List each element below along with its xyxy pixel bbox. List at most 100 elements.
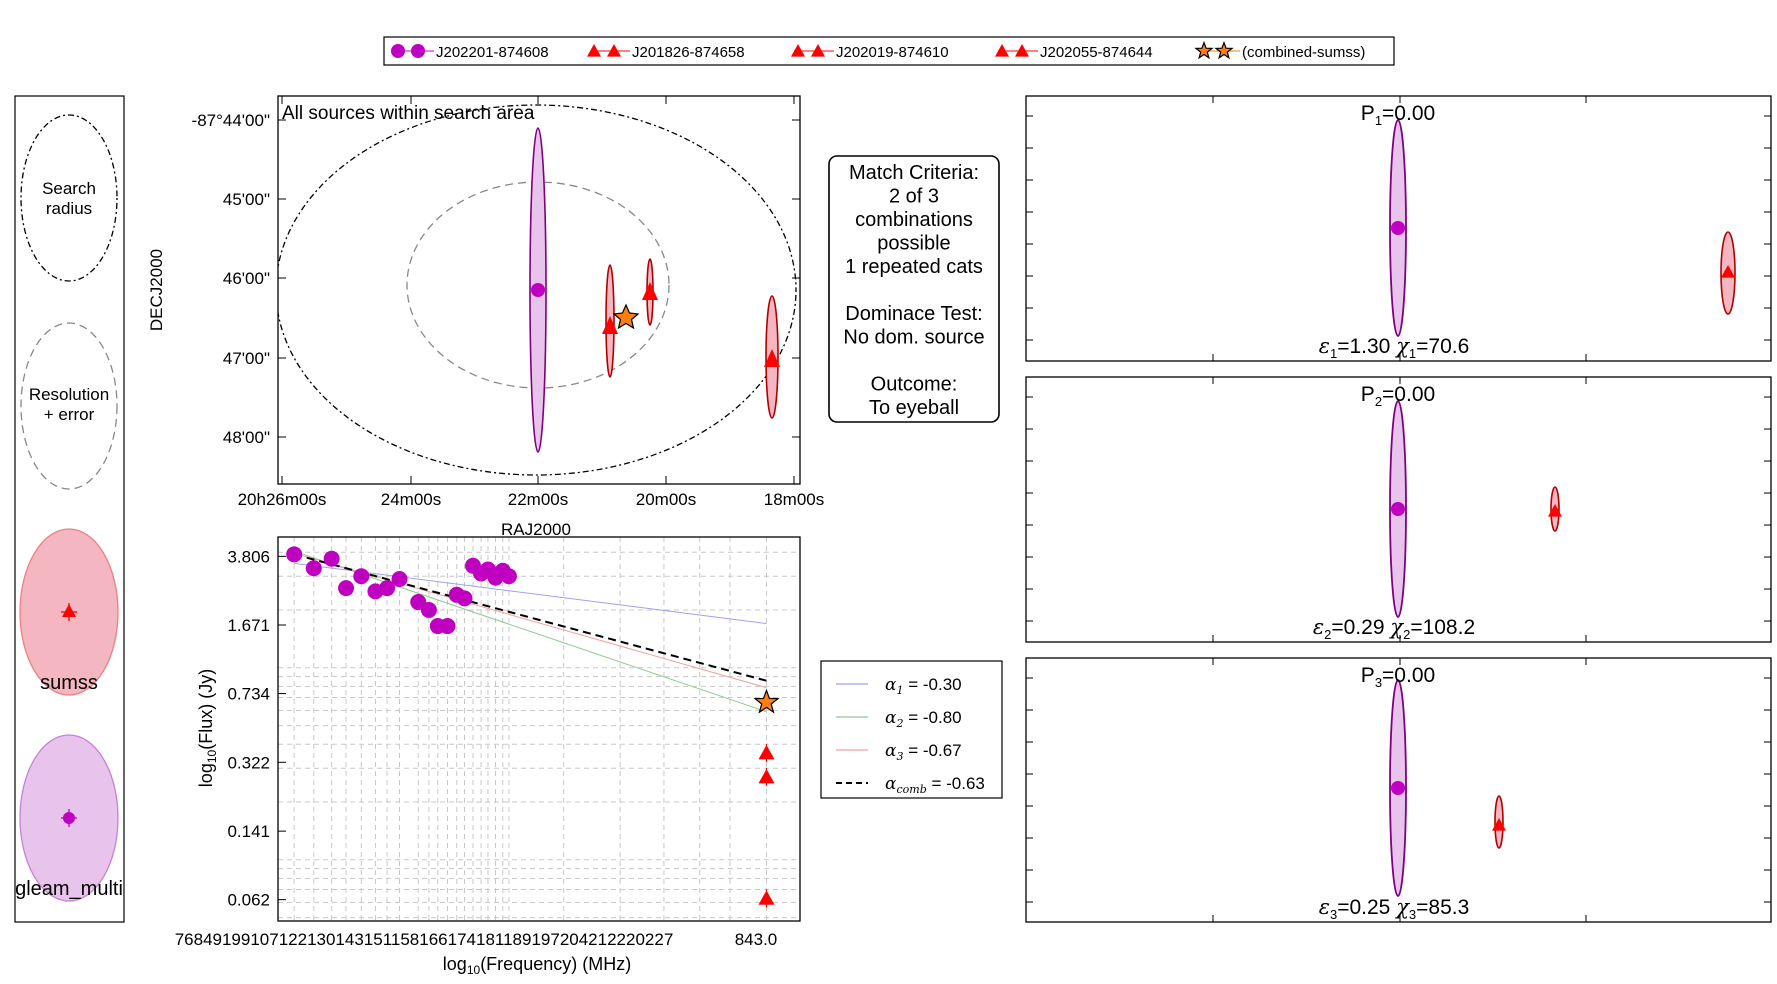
sky-combined-star (612, 303, 640, 330)
sed-ylabel: log10(Flux) (Jy) (196, 669, 219, 787)
sed-legend-label: αcomb = -0.63 (885, 774, 985, 796)
criteria-line: Outcome: (871, 374, 958, 396)
sed-point-circle (456, 590, 473, 607)
sed-ytick-label: 0.062 (227, 891, 270, 910)
combo-sumss-marker (1721, 265, 1735, 278)
sed-legend-label: α1 = -0.30 (885, 675, 962, 697)
sed-ytick-label: 0.734 (227, 685, 270, 704)
sed-plot-frame (277, 536, 801, 922)
combo-eps-chi-label: ε1=1.30 χ1=70.6 (1319, 334, 1470, 361)
combo-gleam-marker (1391, 502, 1405, 516)
top-legend-marker (1194, 40, 1214, 60)
sed-point-triangle (758, 744, 775, 760)
sed-point-circle (420, 602, 437, 619)
sky-xtick-label: 24m00s (381, 490, 441, 509)
sed-fit-line (293, 553, 767, 682)
search-radius-circle (278, 104, 797, 476)
criteria-line: combinations (855, 209, 973, 231)
combo-gleam-marker (1391, 781, 1405, 795)
resolution-label-1: Resolution (29, 385, 109, 404)
top-legend-label: J201826-874658 (632, 44, 745, 61)
sky-sumss-marker-3 (764, 349, 780, 367)
top-legend-label: J202055-874644 (1040, 44, 1153, 61)
criteria-line: 1 repeated cats (845, 256, 983, 278)
top-legend-label: (combined-sumss) (1242, 44, 1365, 61)
sed-point-circle (305, 560, 322, 577)
combo-gleam-marker (1391, 221, 1405, 235)
top-legend-label: J202019-874610 (836, 44, 949, 61)
sed-fit-line (293, 550, 767, 713)
resolution-ellipse (20, 322, 118, 490)
sed-point-circle (338, 580, 355, 597)
combo-p-label: P2=0.00 (1361, 383, 1435, 409)
sky-xtick-label: 20h26m00s (238, 490, 327, 509)
criteria-line: 2 of 3 (889, 186, 939, 208)
top-legend: J202201-874608 J201826-874658 J202019-8746… (383, 36, 1395, 66)
combo-panel-2: P2=0.00 ε2=0.29 χ2=108.2 (1025, 376, 1772, 643)
combo-sumss-marker (1492, 818, 1506, 831)
criteria-line: No dom. source (843, 327, 984, 349)
sed-ytick-label: 0.141 (227, 822, 270, 841)
sky-ytick-label: 48'00" (223, 428, 270, 447)
sed-plot: 3.806 1.671 0.734 0.322 0.141 0.062 768491991… (175, 536, 801, 977)
combination-panels: P1=0.00 ε1=1.30 χ1=70.6 P2=0.00 ε2=0.29 χ2=… (1025, 95, 1772, 923)
top-legend-marker (587, 44, 601, 57)
resolution-label-2: + error (44, 405, 95, 424)
sed-legend: α1 = -0.30 α2 = -0.80 α3 = -0.67 αcomb = -0… (820, 660, 1003, 799)
sky-plot-title: All sources within search area (282, 103, 535, 124)
criteria-line: To eyeball (869, 397, 959, 419)
combo-eps-chi-label: ε2=0.29 χ2=108.2 (1313, 615, 1475, 642)
sed-point-circle (500, 568, 517, 585)
criteria-box: Match Criteria:2 of 3combinationspossibl… (828, 155, 1000, 423)
sed-point-star (753, 688, 780, 714)
sed-point-circle (286, 546, 303, 563)
sed-point-circle (353, 568, 370, 585)
sed-point-circle (439, 618, 456, 635)
sed-ytick-label: 1.671 (227, 616, 270, 635)
top-legend-marker (811, 44, 825, 57)
criteria-frame (828, 155, 1000, 423)
combo-panel-3: P3=0.00 ε3=0.25 χ3=85.3 (1025, 657, 1772, 923)
top-legend-marker (1214, 40, 1234, 60)
sky-xtick-label: 20m00s (636, 490, 696, 509)
sed-xlabel: log10(Frequency) (MHz) (443, 954, 631, 977)
sed-ytick-label: 3.806 (227, 547, 270, 566)
sky-xlabel: RAJ2000 (501, 520, 571, 539)
sky-ylabel: DECJ2000 (147, 249, 166, 331)
sky-plot: All sources within search area 20h26m00s… (147, 95, 824, 539)
sed-point-triangle (758, 890, 775, 905)
sky-xtick-label: 22m00s (508, 490, 568, 509)
sky-plot-frame (277, 95, 801, 485)
gleam-key-marker (63, 812, 75, 824)
sky-sumss-marker-2 (642, 282, 658, 300)
sed-point-triangle (758, 768, 775, 784)
search-label-2: radius (46, 199, 92, 218)
sed-legend-label: α3 = -0.67 (885, 741, 962, 763)
sumss-key-marker (62, 604, 76, 617)
combo-p-label: P3=0.00 (1361, 664, 1435, 690)
sky-ytick-label: -87°44'00" (192, 111, 270, 130)
combo-eps-chi-label: ε3=0.25 χ3=85.3 (1319, 895, 1470, 922)
gleam-key-label: gleam_multi (15, 878, 123, 900)
sky-ytick-label: 45'00" (223, 190, 270, 209)
top-legend-marker (391, 44, 405, 58)
top-legend-marker (607, 44, 621, 57)
sed-point-circle (323, 550, 340, 567)
top-legend-label: J202201-874608 (436, 44, 549, 61)
search-radius-ellipse (20, 114, 118, 282)
sky-sumss-marker-1 (602, 316, 618, 334)
combo-p-label: P1=0.00 (1361, 102, 1435, 128)
sed-xtick-right: 843.0 (735, 930, 778, 949)
combo-panel-1: P1=0.00 ε1=1.30 χ1=70.6 (1025, 95, 1772, 362)
sed-fit-line (294, 562, 767, 625)
sed-legend-label: α2 = -0.80 (885, 708, 962, 730)
sed-ytick-label: 0.322 (227, 753, 270, 772)
top-legend-marker (791, 44, 805, 57)
top-legend-marker (995, 44, 1009, 57)
sky-ytick-label: 46'00" (223, 269, 270, 288)
combo-sumss-marker (1548, 504, 1562, 517)
sumss-key-label: sumss (40, 672, 98, 694)
sky-gleam-marker (531, 283, 545, 297)
criteria-line: Dominace Test: (845, 303, 982, 325)
